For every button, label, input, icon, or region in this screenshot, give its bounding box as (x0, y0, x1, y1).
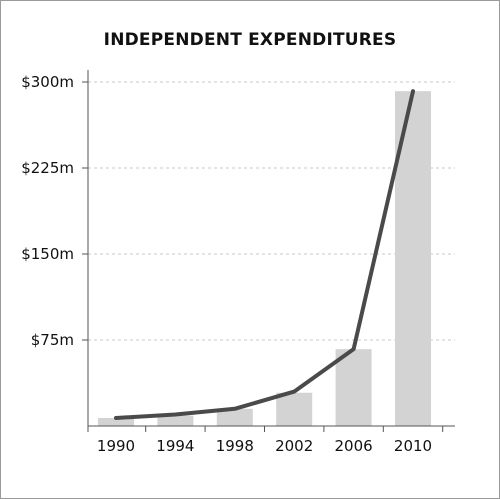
line-layer (114, 89, 415, 420)
x-tick-label-1990: 1990 (97, 437, 135, 455)
bar-layer (98, 91, 431, 426)
y-tick-label-3: $300m (21, 73, 74, 91)
bar-1998 (216, 408, 253, 426)
label-layer: $75m $150m $225m $300m 1990 1994 1998 2002 2006 2… (21, 73, 432, 455)
x-tick-label-1994: 1994 (156, 437, 194, 455)
chart-title: INDEPENDENT EXPENDITURES (103, 30, 397, 50)
x-tick-label-2010: 2010 (394, 437, 432, 455)
bar-2006 (335, 349, 372, 426)
bar-1990 (98, 417, 134, 426)
y-tick-label-1: $150m (21, 245, 74, 263)
x-tick-label-2006: 2006 (335, 437, 373, 455)
y-tick-label-0: $75m (31, 331, 74, 349)
bar-2002 (276, 392, 313, 426)
x-tick-label-2002: 2002 (275, 437, 313, 455)
y-tick-label-2: $225m (21, 159, 74, 177)
x-tick-label-1998: 1998 (216, 437, 254, 455)
trend-line (114, 89, 415, 420)
axis-layer (82, 70, 455, 432)
grid-layer (88, 81, 455, 341)
bar-1994 (157, 415, 194, 426)
